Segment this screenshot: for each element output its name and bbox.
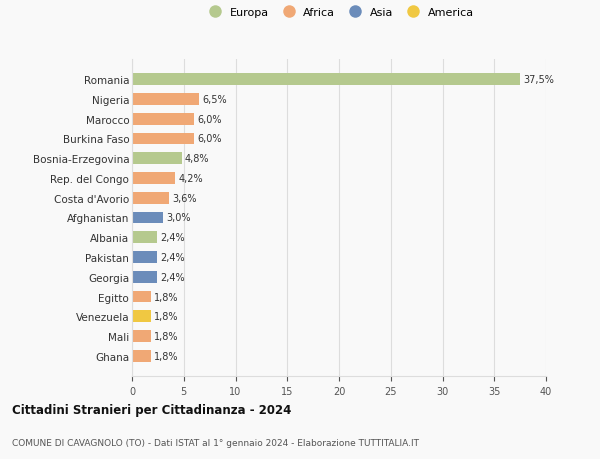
Bar [132, 133, 194, 145]
Text: 3,6%: 3,6% [172, 193, 197, 203]
Text: 37,5%: 37,5% [523, 75, 554, 85]
Text: Cittadini Stranieri per Cittadinanza - 2024: Cittadini Stranieri per Cittadinanza - 2… [12, 403, 292, 416]
Bar [132, 212, 163, 224]
Text: 2,4%: 2,4% [160, 233, 185, 243]
Bar [132, 94, 199, 106]
Text: 1,8%: 1,8% [154, 292, 178, 302]
Text: 4,2%: 4,2% [179, 174, 203, 184]
Bar [132, 291, 151, 303]
Bar [132, 74, 520, 86]
Bar [132, 330, 151, 342]
Text: 2,4%: 2,4% [160, 252, 185, 263]
Bar [132, 192, 169, 204]
Text: 3,0%: 3,0% [166, 213, 191, 223]
Text: 1,8%: 1,8% [154, 351, 178, 361]
Text: 4,8%: 4,8% [185, 154, 209, 164]
Bar [132, 113, 194, 125]
Bar [132, 232, 157, 244]
Text: 1,8%: 1,8% [154, 331, 178, 341]
Text: COMUNE DI CAVAGNOLO (TO) - Dati ISTAT al 1° gennaio 2024 - Elaborazione TUTTITAL: COMUNE DI CAVAGNOLO (TO) - Dati ISTAT al… [12, 438, 419, 447]
Bar [132, 350, 151, 362]
Bar [132, 173, 175, 185]
Bar [132, 311, 151, 323]
Text: 6,5%: 6,5% [202, 95, 227, 105]
Text: 1,8%: 1,8% [154, 312, 178, 322]
Bar [132, 252, 157, 263]
Text: 6,0%: 6,0% [197, 134, 222, 144]
Legend: Europa, Africa, Asia, America: Europa, Africa, Asia, America [204, 8, 474, 18]
Text: 6,0%: 6,0% [197, 114, 222, 124]
Text: 2,4%: 2,4% [160, 272, 185, 282]
Bar [132, 153, 182, 165]
Bar [132, 271, 157, 283]
